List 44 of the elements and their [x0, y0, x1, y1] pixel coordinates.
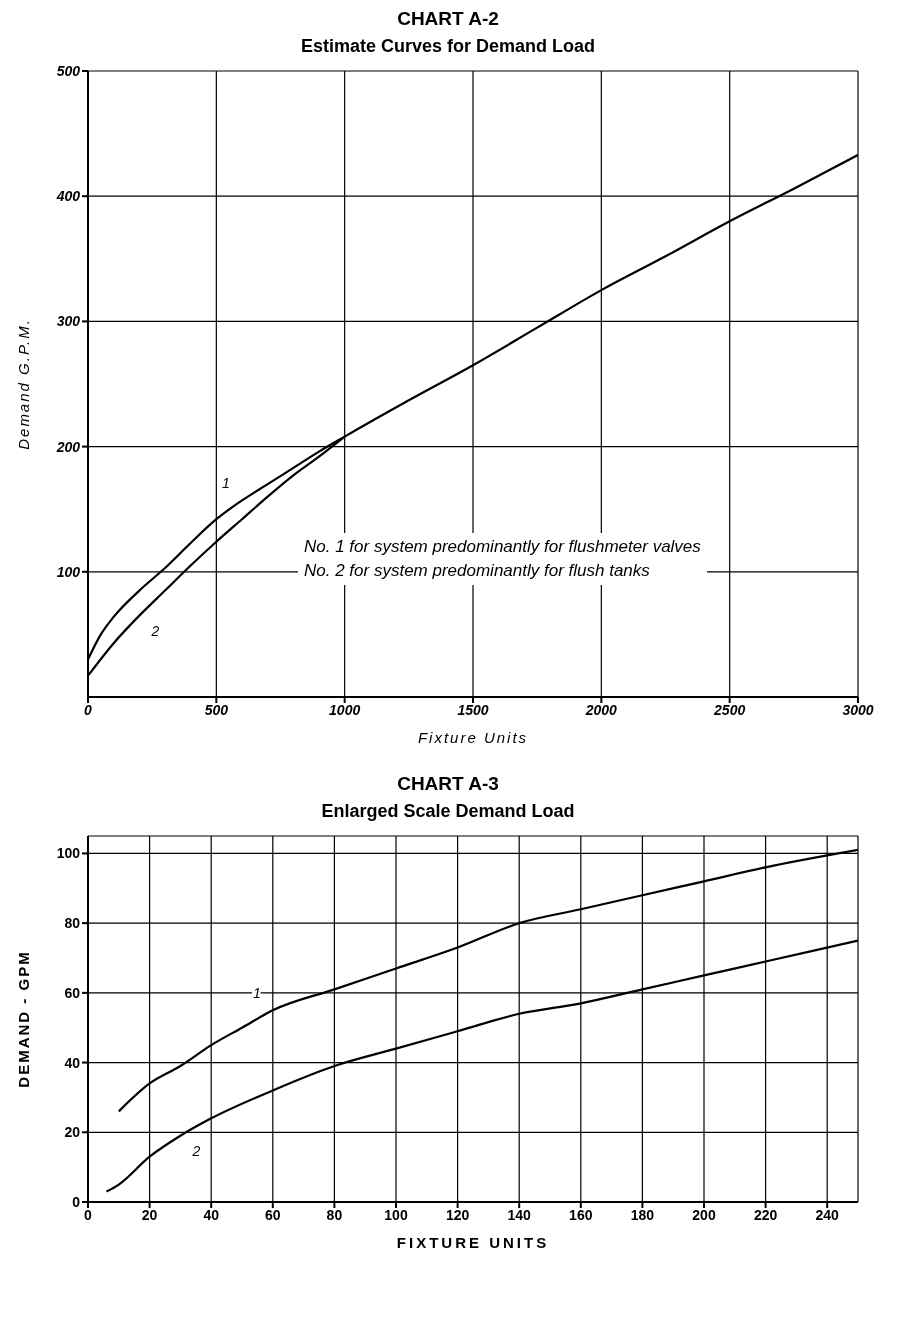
x-tick-label: 0: [84, 1206, 93, 1223]
chart-title: CHART A-3: [396, 773, 500, 795]
y-tick-label: 80: [64, 915, 81, 932]
series-label: 2: [191, 1142, 201, 1159]
x-tick-label: 140: [507, 1206, 532, 1223]
y-axis-title: Demand G.P.M.: [15, 318, 33, 450]
y-tick-label: 400: [55, 188, 81, 205]
y-tick-label: 100: [56, 845, 81, 862]
x-tick-label: 3000: [842, 701, 874, 718]
x-tick-label: 60: [265, 1206, 281, 1223]
series-label: 1: [222, 475, 230, 492]
x-tick-label: 80: [326, 1206, 343, 1223]
x-tick-label: 2000: [584, 701, 618, 718]
y-tick-label: 40: [64, 1054, 81, 1071]
y-tick-label: 500: [56, 62, 81, 79]
x-tick-label: 240: [815, 1206, 840, 1223]
chart-subtitle: Estimate Curves for Demand Load: [299, 36, 597, 57]
x-tick-label: 200: [692, 1206, 716, 1223]
x-tick-label: 2500: [713, 701, 746, 718]
x-tick-label: 0: [84, 701, 93, 718]
x-axis-title: FIXTURE UNITS: [396, 1234, 550, 1251]
series-label: 2: [150, 622, 160, 639]
y-tick-label: 20: [64, 1124, 81, 1141]
x-tick-label: 180: [630, 1206, 655, 1223]
y-tick-label: 200: [55, 438, 81, 455]
y-tick-label: 100: [56, 563, 81, 580]
y-axis-title: DEMAND - GPM: [15, 950, 33, 1088]
y-tick-label: 300: [56, 313, 81, 330]
x-tick-label: 160: [569, 1206, 593, 1223]
x-tick-label: 20: [141, 1206, 158, 1223]
x-tick-label: 40: [203, 1206, 220, 1223]
y-tick-label: 60: [64, 984, 81, 1001]
x-tick-label: 220: [753, 1206, 778, 1223]
x-tick-label: 120: [445, 1206, 470, 1223]
x-tick-label: 500: [204, 701, 229, 718]
x-tick-label: 1500: [457, 701, 489, 718]
y-tick-label: 0: [72, 1193, 81, 1210]
chart-subtitle: Enlarged Scale Demand Load: [320, 801, 576, 822]
annotation: No. 2 for system predominantly for flush tanks: [304, 560, 651, 582]
annotation: No. 1 for system predominantly for flushmeter valves: [304, 536, 701, 558]
x-tick-label: 100: [384, 1206, 408, 1223]
x-axis-title: Fixture Units: [417, 729, 529, 746]
chart-title: CHART A-2: [396, 8, 500, 30]
x-tick-label: 1000: [329, 701, 361, 718]
